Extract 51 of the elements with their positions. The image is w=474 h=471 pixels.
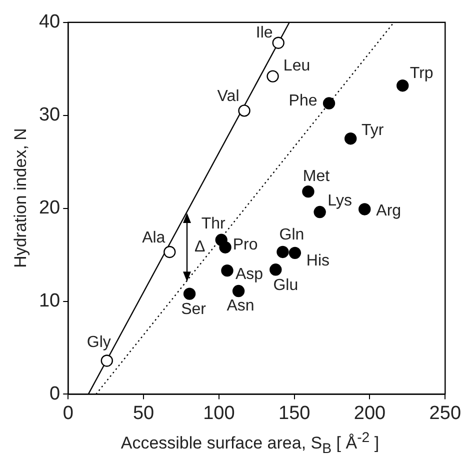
annotation: Gln	[279, 226, 304, 244]
annotation: His	[306, 252, 330, 270]
annotation: Tyr	[361, 122, 384, 139]
point	[358, 203, 371, 216]
y-tick-label: 0	[50, 383, 60, 404]
point	[100, 354, 113, 367]
x-tick-label: 0	[62, 402, 74, 424]
point	[183, 288, 196, 300]
point	[266, 70, 279, 82]
annotation: Ala	[142, 229, 166, 246]
point	[221, 264, 234, 277]
point	[314, 206, 326, 218]
point	[396, 80, 409, 92]
x-tick-label: 200	[354, 402, 386, 424]
y-tick-label: 10	[38, 290, 60, 312]
x-tick-label: 250	[429, 402, 461, 424]
x-tick-label: 50	[132, 402, 154, 424]
y-tick-label: 30	[38, 104, 60, 126]
point	[238, 104, 250, 117]
point	[272, 36, 284, 49]
annotation: Thr	[201, 215, 226, 232]
x-axis-title: Accessible surface area, S$_{B}$ [ Å$^{-2}$ ]	[120, 430, 380, 458]
y-tick-label: 20	[38, 198, 60, 219]
annotation: Arg	[376, 202, 402, 220]
annotation: Glu	[273, 277, 298, 294]
point	[288, 246, 302, 260]
point	[344, 132, 357, 145]
annotation: Gly	[86, 334, 111, 352]
y-tick-label: 40	[38, 12, 60, 33]
annotation: Trp	[410, 65, 434, 82]
annotation: Leu	[283, 58, 310, 75]
annotation: Ile	[256, 24, 273, 42]
annotation: Phe	[288, 92, 318, 110]
point	[164, 246, 176, 258]
annotation: Δ	[194, 238, 206, 256]
annotation: Ser	[181, 301, 207, 318]
annotation: Lys	[328, 192, 352, 210]
annotation: Pro	[232, 236, 258, 254]
point	[276, 246, 289, 258]
annotation: Asn	[226, 297, 254, 314]
y-axis-title: Hydration index, N	[11, 128, 31, 268]
point	[232, 284, 245, 298]
point	[270, 264, 282, 276]
x-tick-label: 100	[203, 402, 235, 424]
annotation: Met	[302, 168, 330, 185]
annotation: Asp	[235, 266, 264, 283]
x-tick-label: 150	[278, 402, 310, 424]
annotation: Val	[217, 88, 240, 106]
point	[219, 241, 232, 254]
point	[322, 97, 336, 110]
point	[302, 185, 314, 198]
